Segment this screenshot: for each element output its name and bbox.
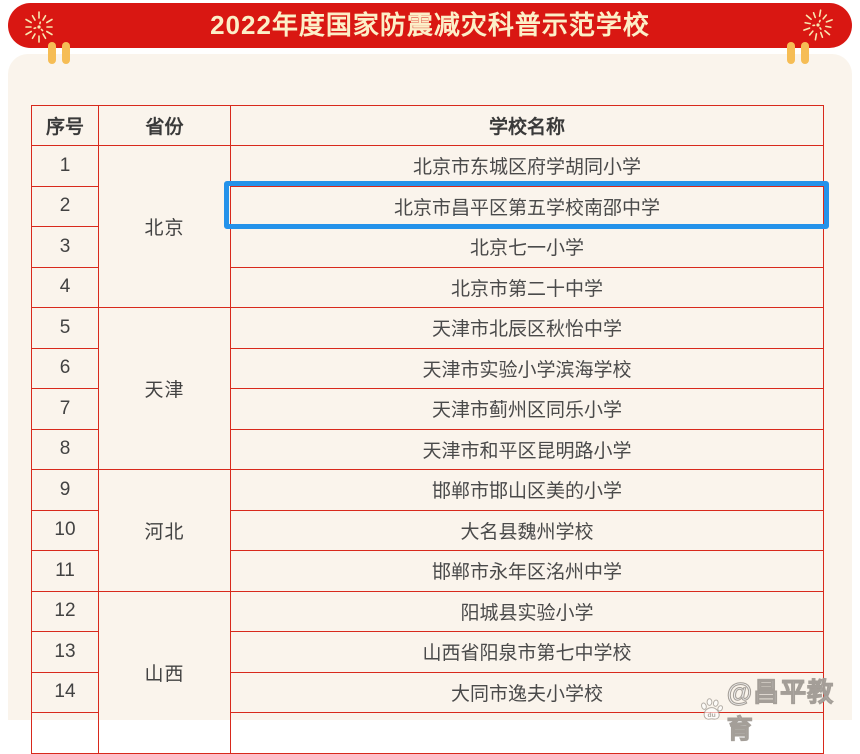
row-number-cell: 9 xyxy=(32,470,99,511)
column-header-no: 序号 xyxy=(32,106,99,146)
row-number-cell: 12 xyxy=(32,591,99,632)
table-header-row: 序号 省份 学校名称 xyxy=(32,106,824,146)
row-number-cell: 3 xyxy=(32,227,99,268)
school-name-cell: 北京市东城区府学胡同小学 xyxy=(231,146,824,187)
quote-bars-icon xyxy=(48,42,70,64)
watermark-text: @昌平教育 xyxy=(727,672,860,746)
school-name-cell: 天津市实验小学滨海学校 xyxy=(231,348,824,389)
quote-bars-icon xyxy=(787,42,809,64)
gold-bar xyxy=(801,42,809,64)
title-banner: 2022年度国家防震减灾科普示范学校 xyxy=(8,3,852,48)
school-name-cell: 天津市和平区昆明路小学 xyxy=(231,429,824,470)
svg-text:du: du xyxy=(708,712,716,719)
school-name-cell: 天津市蓟州区同乐小学 xyxy=(231,389,824,430)
row-number-cell: 7 xyxy=(32,389,99,430)
table-row: 12 山西 阳城县实验小学 xyxy=(32,591,824,632)
row-number-cell: 14 xyxy=(32,672,99,713)
firework-icon xyxy=(19,7,59,47)
column-header-province: 省份 xyxy=(99,106,231,146)
row-number-cell: 2 xyxy=(32,186,99,227)
row-number-cell: 11 xyxy=(32,551,99,592)
school-name-cell: 阳城县实验小学 xyxy=(231,591,824,632)
school-name-cell: 邯郸市永年区洺州中学 xyxy=(231,551,824,592)
watermark: du @昌平教育 xyxy=(698,672,860,746)
school-name-cell-highlighted: 北京市昌平区第五学校南邵中学 xyxy=(231,186,824,227)
content-card: 序号 省份 学校名称 1 北京 北京市东城区府学胡同小学 2 北京市昌平区第五学… xyxy=(8,54,852,720)
table-row: 9 河北 邯郸市邯山区美的小学 xyxy=(32,470,824,511)
school-name-cell: 北京市第二十中学 xyxy=(231,267,824,308)
province-cell: 北京 xyxy=(99,146,231,308)
schools-table: 序号 省份 学校名称 1 北京 北京市东城区府学胡同小学 2 北京市昌平区第五学… xyxy=(31,105,824,754)
column-header-school: 学校名称 xyxy=(231,106,824,146)
gold-bar xyxy=(62,42,70,64)
baidu-paw-icon: du xyxy=(698,696,725,723)
row-number-cell xyxy=(32,713,99,754)
row-number-cell: 5 xyxy=(32,308,99,349)
gold-bar xyxy=(787,42,795,64)
row-number-cell: 6 xyxy=(32,348,99,389)
row-number-cell: 13 xyxy=(32,632,99,673)
firework-icon xyxy=(798,5,838,45)
row-number-cell: 10 xyxy=(32,510,99,551)
school-name-cell: 北京七一小学 xyxy=(231,227,824,268)
province-cell: 山西 xyxy=(99,591,231,753)
school-name-cell: 大名县魏州学校 xyxy=(231,510,824,551)
school-name-cell: 邯郸市邯山区美的小学 xyxy=(231,470,824,511)
row-number-cell: 1 xyxy=(32,146,99,187)
province-cell: 河北 xyxy=(99,470,231,592)
school-name-cell: 天津市北辰区秋怡中学 xyxy=(231,308,824,349)
row-number-cell: 8 xyxy=(32,429,99,470)
table-row: 1 北京 北京市东城区府学胡同小学 xyxy=(32,146,824,187)
gold-bar xyxy=(48,42,56,64)
school-name-cell: 山西省阳泉市第七中学校 xyxy=(231,632,824,673)
page-title: 2022年度国家防震减灾科普示范学校 xyxy=(210,12,650,40)
table-row: 5 天津 天津市北辰区秋怡中学 xyxy=(32,308,824,349)
province-cell: 天津 xyxy=(99,308,231,470)
row-number-cell: 4 xyxy=(32,267,99,308)
